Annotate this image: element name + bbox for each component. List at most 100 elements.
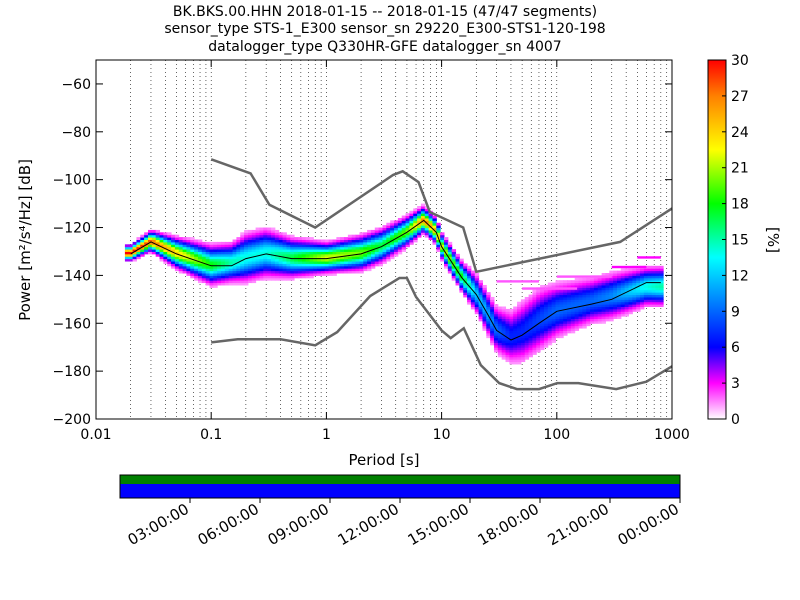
- density-cell: [282, 265, 287, 269]
- density-cell: [267, 227, 272, 231]
- density-cell: [374, 256, 380, 260]
- density-cell: [251, 270, 257, 274]
- density-cell: [397, 244, 403, 248]
- density-cell: [520, 299, 526, 303]
- density-cell: [474, 287, 480, 291]
- density-cell: [294, 237, 299, 240]
- density-cell: [240, 273, 245, 276]
- density-cell: [282, 270, 287, 274]
- density-cell: [590, 280, 595, 284]
- density-cell: [632, 308, 637, 312]
- density-cell: [536, 311, 541, 315]
- density-cell: [367, 246, 372, 250]
- density-cell: [236, 275, 241, 279]
- density-cell: [559, 332, 564, 336]
- density-cell: [336, 261, 341, 264]
- density-cell: [543, 304, 549, 308]
- density-cell: [374, 251, 380, 255]
- time-axis-ticks: 03:00:00 06:00:00 09:00:00 12:00:00 15:00:00…: [125, 498, 682, 549]
- density-cell: [267, 273, 272, 276]
- density-cell: [332, 261, 337, 264]
- density-cell: [351, 251, 357, 255]
- density-cell: [282, 232, 287, 236]
- density-cell: [497, 308, 503, 312]
- density-cell: [509, 318, 514, 322]
- density-cell: [444, 237, 449, 240]
- density-cell: [263, 227, 268, 231]
- density-cell: [228, 273, 234, 276]
- density-cell: [355, 258, 360, 262]
- density-cell: [221, 258, 226, 262]
- density-cell: [194, 265, 199, 269]
- density-cell: [405, 215, 410, 219]
- density-cell: [586, 306, 591, 310]
- density-cell: [505, 316, 510, 319]
- density-cell: [247, 246, 253, 250]
- density-cell: [194, 239, 199, 243]
- density-cell: [559, 294, 564, 298]
- density-cell: [347, 258, 353, 262]
- density-cell: [201, 258, 207, 262]
- density-cell: [247, 239, 253, 243]
- density-cell: [536, 323, 541, 327]
- density-cell: [197, 277, 203, 281]
- density-cell: [282, 275, 287, 279]
- density-cell: [144, 239, 149, 243]
- density-cell: [390, 253, 395, 257]
- density-cell: [424, 234, 430, 238]
- density-cell: [209, 253, 214, 257]
- density-cell: [559, 304, 564, 308]
- density-cell: [563, 323, 568, 327]
- density-cell: [209, 273, 214, 276]
- density-cell: [282, 237, 287, 240]
- density-cell: [563, 299, 568, 303]
- density-cell: [247, 244, 253, 248]
- density-cell: [163, 244, 168, 248]
- density-cell: [297, 258, 303, 262]
- density-cell: [482, 292, 487, 296]
- density-cell: [386, 241, 391, 245]
- density-cell: [174, 244, 180, 248]
- density-cell: [297, 270, 303, 274]
- density-cell: [651, 282, 656, 286]
- density-cell: [520, 306, 526, 310]
- density-cell: [609, 299, 614, 303]
- density-cell: [328, 253, 334, 257]
- density-cell: [540, 328, 545, 331]
- density-cell: [609, 318, 614, 322]
- density-cell: [509, 335, 514, 339]
- density-cell: [447, 263, 453, 267]
- density-cell: [590, 318, 595, 322]
- density-cell: [159, 256, 164, 260]
- density-cell: [467, 275, 472, 279]
- density-cell: [174, 256, 180, 260]
- density-cell: [159, 232, 164, 236]
- density-cell: [536, 328, 541, 331]
- density-cell: [163, 246, 168, 250]
- density-cell: [555, 313, 560, 317]
- density-cell: [551, 299, 556, 303]
- density-cell: [474, 273, 480, 276]
- density-cell: [205, 280, 210, 284]
- density-cell: [370, 239, 376, 243]
- density-cell: [578, 323, 583, 327]
- density-cell: [255, 258, 260, 262]
- density-cell: [263, 249, 268, 252]
- density-cell: [497, 306, 503, 310]
- density-cell: [182, 256, 187, 260]
- density-cell: [324, 273, 330, 276]
- density-cell: [474, 277, 480, 281]
- density-cell: [194, 261, 199, 264]
- density-cell: [567, 308, 572, 312]
- density-cell: [355, 241, 360, 245]
- density-cell: [586, 318, 591, 322]
- density-cell: [543, 306, 549, 310]
- density-cell: [267, 263, 272, 267]
- density-cell: [128, 251, 134, 255]
- density-cell: [282, 239, 287, 243]
- density-cell: [140, 234, 145, 238]
- density-cell: [155, 249, 161, 252]
- density-cell: [609, 296, 614, 300]
- density-cell: [659, 265, 664, 269]
- density-cell: [290, 277, 295, 281]
